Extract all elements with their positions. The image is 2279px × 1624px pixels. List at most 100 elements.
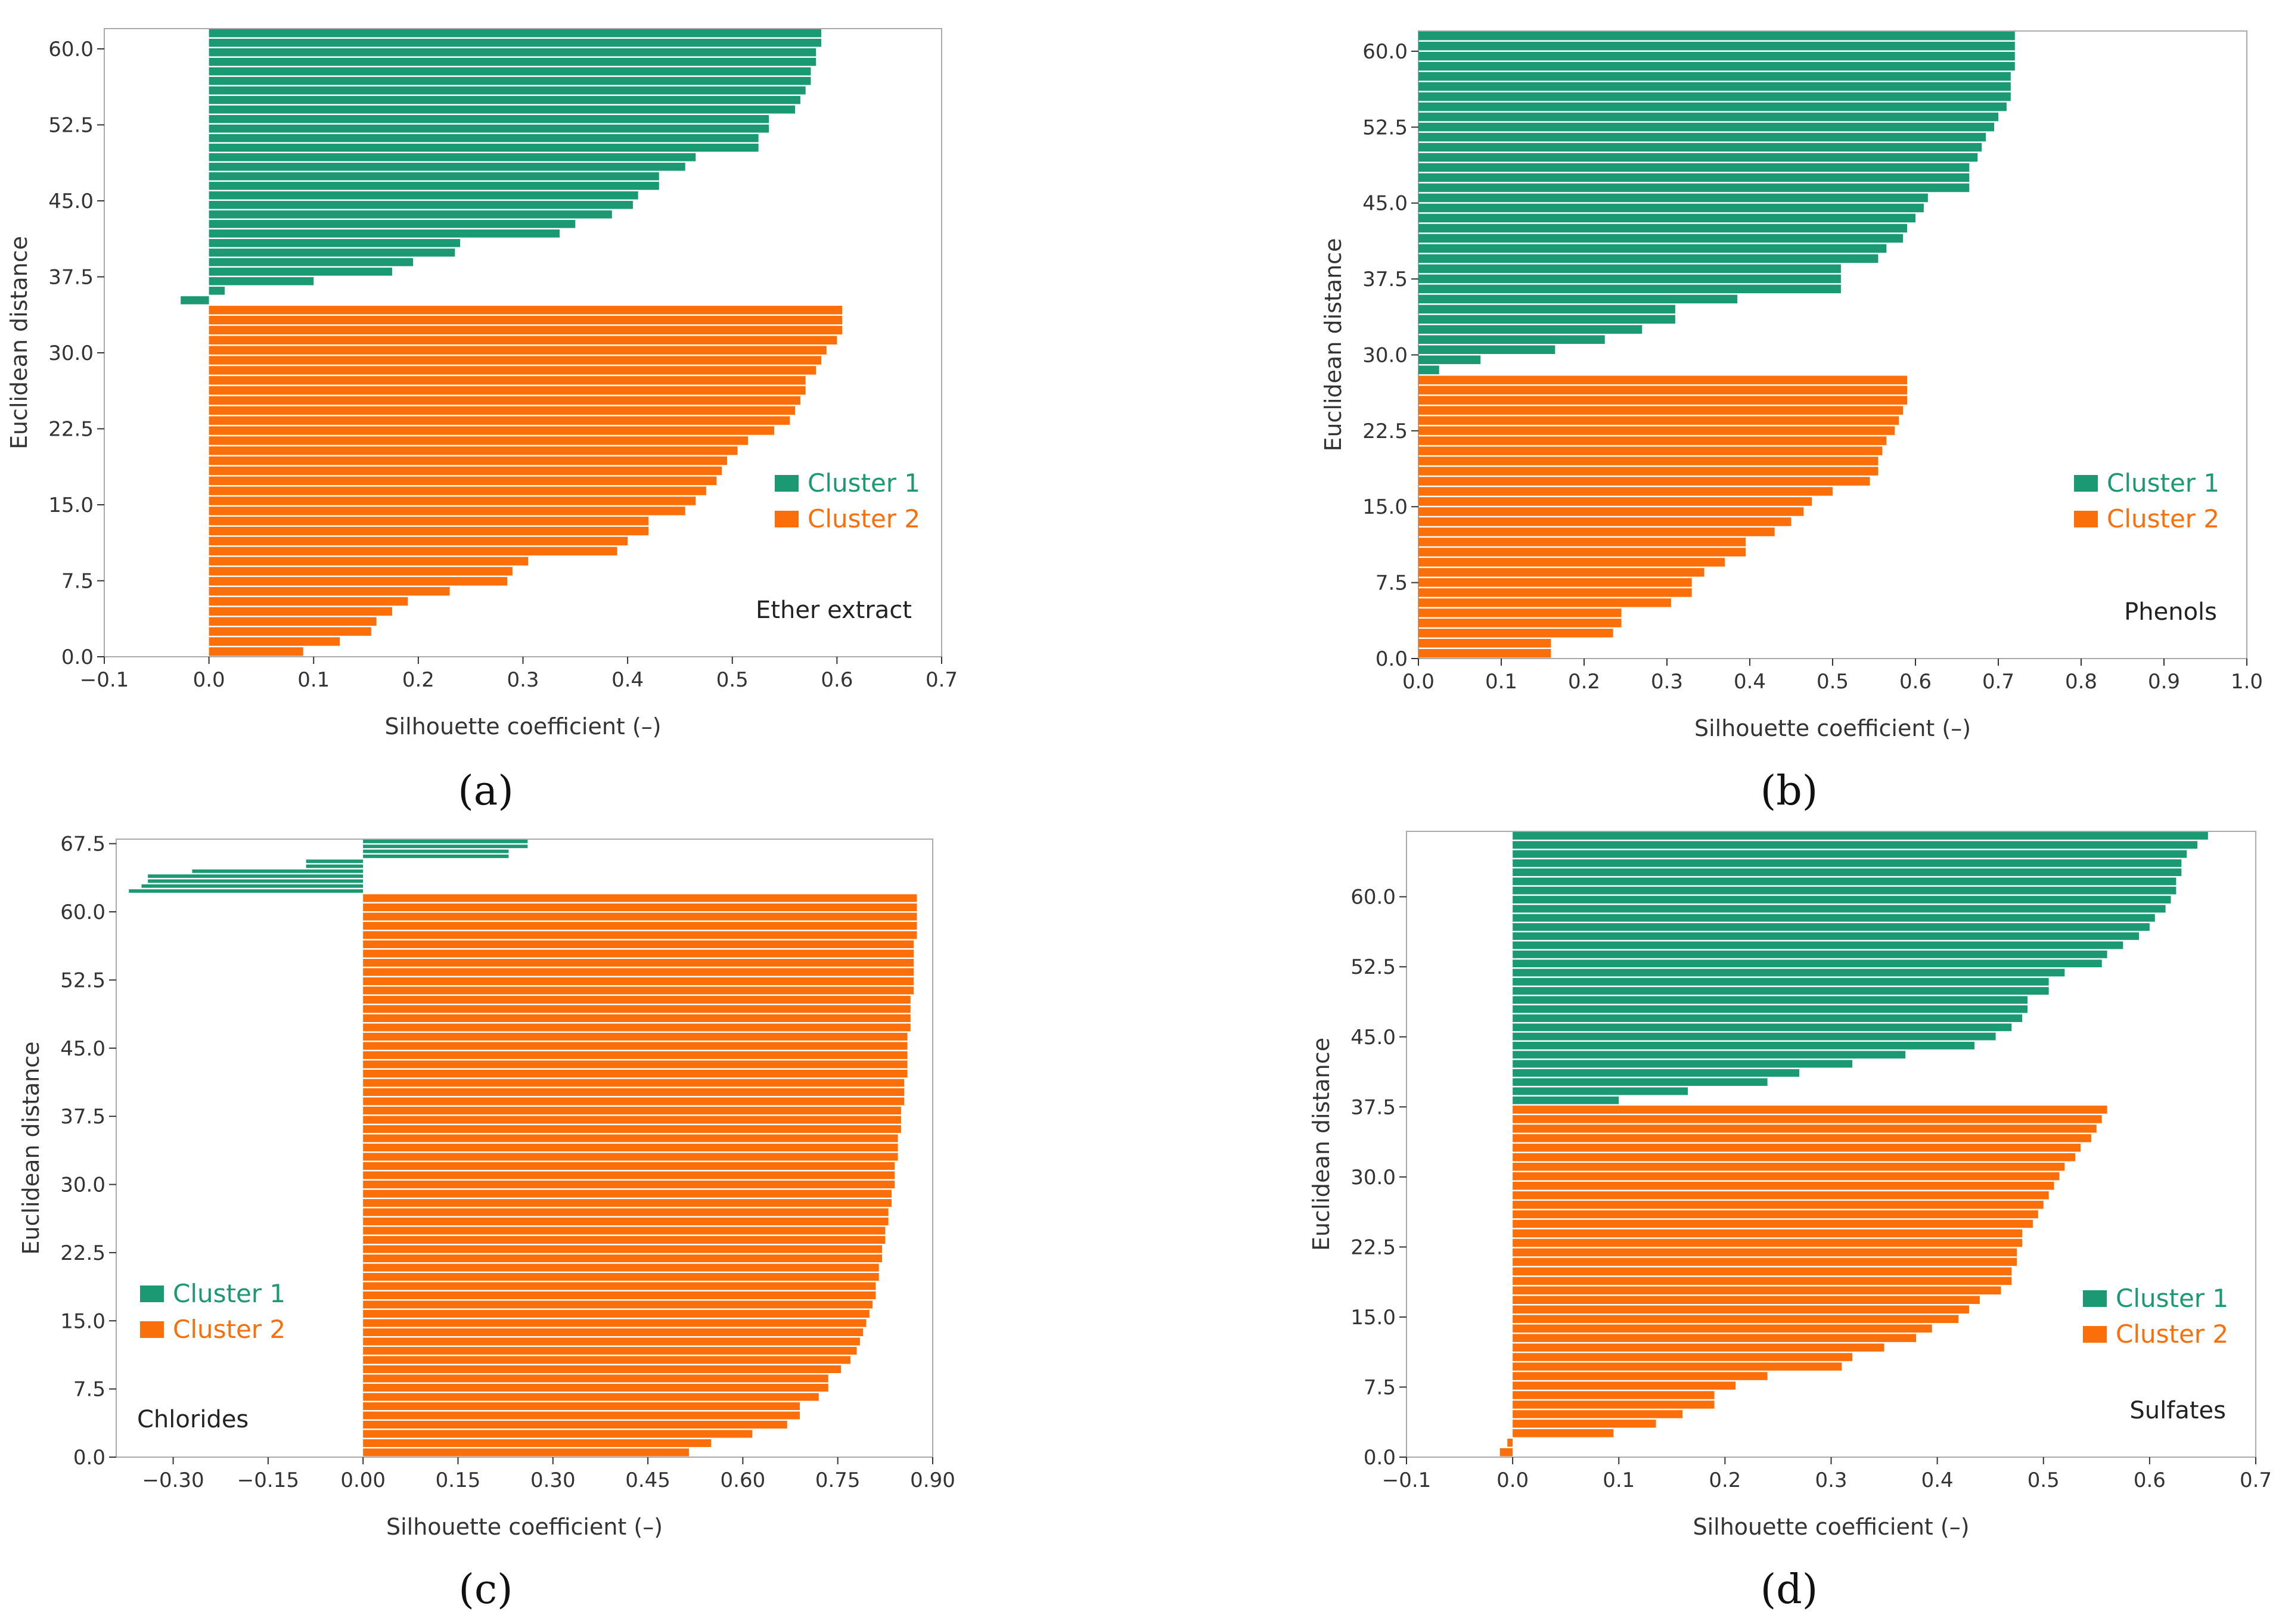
legend-label-cluster1: Cluster 1 [2107, 468, 2219, 498]
bar-cluster2 [1418, 446, 1883, 455]
bar-cluster2 [363, 1171, 895, 1179]
bar-cluster2 [1513, 1353, 1853, 1361]
x-tick-label: 0.30 [530, 1468, 576, 1492]
bar-cluster1 [1513, 850, 2187, 858]
bar-cluster1 [209, 134, 759, 142]
bar-cluster1 [306, 859, 364, 864]
bar-cluster2 [1513, 1410, 1683, 1418]
bar-cluster2 [363, 959, 914, 967]
legend-swatch-cluster2 [2074, 511, 2098, 527]
y-tick-label: 52.5 [1362, 116, 1408, 139]
y-tick-label: 15.0 [1362, 495, 1408, 519]
y-tick-label: 0.0 [61, 645, 94, 669]
bar-cluster1 [209, 220, 576, 228]
bar-cluster1 [1513, 1023, 2012, 1032]
bar-cluster2 [1418, 426, 1895, 435]
bar-cluster2 [209, 456, 727, 465]
bar-cluster2 [1513, 1391, 1715, 1399]
bar-cluster2 [1513, 1324, 1932, 1333]
y-axis-label: Euclidean distance [18, 1041, 44, 1255]
bar-cluster1 [1418, 345, 1555, 354]
bar-cluster1 [209, 287, 225, 295]
x-tick-label: 0.1 [297, 668, 330, 692]
y-tick-label: 60.0 [1350, 886, 1396, 909]
legend-swatch-cluster2 [2083, 1326, 2107, 1343]
bar-cluster2 [209, 507, 685, 516]
bar-cluster2 [363, 1088, 905, 1096]
panel-caption: (d) [1761, 1566, 1818, 1613]
x-tick-label: 0.1 [1485, 670, 1517, 694]
bar-cluster1 [209, 201, 633, 209]
bar-cluster2 [363, 1439, 712, 1447]
bar-cluster1 [1513, 950, 2107, 958]
bar-cluster2 [363, 1097, 905, 1106]
bar-cluster1 [1513, 1087, 1688, 1095]
y-tick-label: 0.0 [1376, 647, 1408, 671]
bar-cluster2 [1513, 1210, 2038, 1219]
bar-cluster1 [1418, 92, 2011, 101]
bar-cluster1 [1513, 987, 2049, 995]
legend-swatch-cluster2 [140, 1321, 164, 1338]
x-axis-label: Silhouette coefficient (–) [1694, 715, 1971, 741]
bar-cluster1 [209, 229, 560, 238]
bar-cluster2 [1513, 1144, 2081, 1152]
bar-cluster2 [1418, 578, 1692, 587]
bar-cluster2 [1513, 1134, 2091, 1142]
bar-cluster2 [209, 526, 649, 536]
y-tick-label: 22.5 [1350, 1235, 1396, 1259]
y-tick-label: 45.0 [60, 1037, 105, 1061]
bar-cluster1 [1418, 51, 2015, 61]
bar-cluster2 [1513, 1429, 1614, 1437]
bar-cluster1 [1418, 82, 2011, 91]
bar-cluster1 [1513, 1051, 1906, 1059]
bar-cluster1 [1418, 325, 1643, 334]
bar-cluster2 [1418, 386, 1908, 395]
bar-cluster2 [363, 1263, 879, 1272]
bar-cluster2 [1513, 1420, 1656, 1428]
bar-cluster2 [209, 567, 513, 576]
bar-cluster2 [363, 1218, 889, 1225]
bar-cluster1 [1513, 1014, 2023, 1022]
y-tick-label: 37.5 [1362, 268, 1408, 291]
legend-swatch-cluster2 [775, 511, 799, 527]
bar-cluster2 [1513, 1257, 2017, 1266]
parameter-annotation: Sulfates [2129, 1397, 2226, 1424]
bar-cluster2 [209, 396, 800, 405]
bar-cluster2 [1513, 1181, 2054, 1190]
parameter-annotation: Chlorides [137, 1406, 249, 1433]
bar-cluster2 [209, 325, 843, 335]
bar-cluster1 [209, 39, 822, 47]
bar-cluster2 [1418, 588, 1692, 597]
bar-cluster2 [209, 577, 508, 586]
x-tick-label: 0.6 [821, 668, 853, 692]
x-tick-label: −0.1 [80, 668, 129, 692]
y-tick-label: 15.0 [1350, 1306, 1396, 1330]
bar-cluster1 [181, 296, 209, 305]
bar-cluster2 [363, 1255, 883, 1262]
x-axis-label: Silhouette coefficient (–) [384, 713, 661, 740]
bar-cluster1 [363, 840, 528, 843]
bar-cluster1 [1418, 153, 1978, 162]
bar-cluster2 [363, 1245, 883, 1253]
x-tick-label: 0.00 [340, 1468, 386, 1492]
bar-cluster1 [1513, 905, 2166, 913]
y-tick-label: 30.0 [1362, 343, 1408, 367]
parameter-annotation: Phenols [2124, 598, 2217, 626]
bar-cluster2 [363, 1328, 864, 1336]
bar-cluster2 [1418, 497, 1812, 506]
bar-cluster1 [1418, 254, 1879, 263]
bar-cluster2 [363, 1282, 876, 1290]
bar-cluster2 [1513, 1115, 2102, 1123]
bar-cluster1 [1418, 244, 1887, 253]
y-tick-label: 67.5 [60, 833, 105, 856]
x-tick-label: 0.2 [402, 668, 434, 692]
x-tick-label: 0.0 [1402, 670, 1435, 694]
bar-cluster2 [1513, 1238, 2023, 1247]
bar-cluster2 [1418, 548, 1746, 557]
x-tick-label: 0.7 [926, 668, 958, 692]
bar-cluster2 [1513, 1305, 1970, 1314]
bar-cluster2 [209, 406, 796, 415]
y-tick-label: 15.0 [48, 493, 94, 517]
y-tick-label: 45.0 [1362, 192, 1408, 216]
x-axis-label: Silhouette coefficient (–) [386, 1514, 663, 1540]
